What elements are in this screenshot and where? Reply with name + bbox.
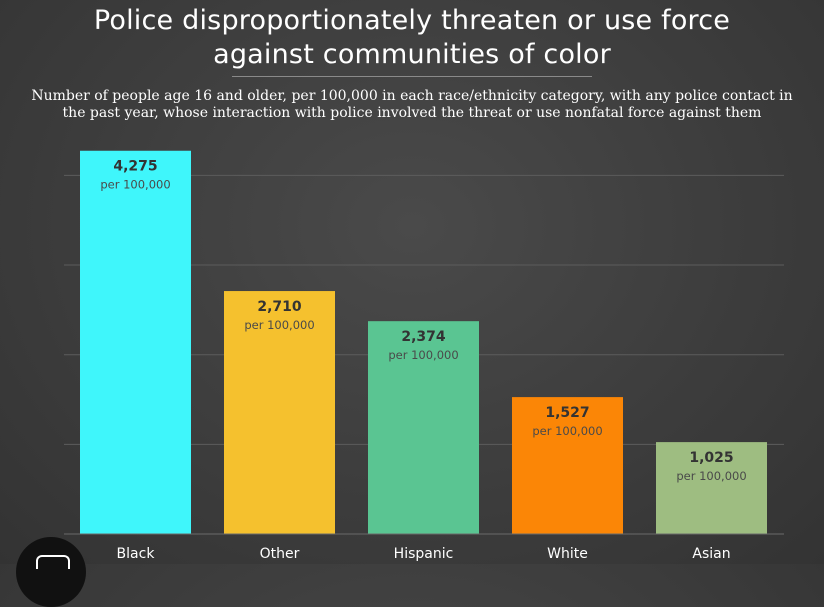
bar-hispanic <box>368 321 479 534</box>
camera-button[interactable] <box>16 537 86 607</box>
unit-label-other: per 100,000 <box>244 318 314 332</box>
unit-label-white: per 100,000 <box>532 424 602 438</box>
chart-title-line-1: Police disproportionately threaten or us… <box>93 5 731 36</box>
category-label-white: White <box>547 546 588 562</box>
bar-white <box>512 397 623 534</box>
bar-chart: 4,275 per 100,000 Black 2,710 per 100,000 Oth… <box>64 150 784 562</box>
chart-subtitle-line-1: Number of people age 16 and older, per 1… <box>31 88 793 104</box>
category-label-asian: Asian <box>692 546 730 562</box>
unit-label-black: per 100,000 <box>100 178 170 192</box>
data-label-white: 1,527 <box>545 405 589 421</box>
data-label-asian: 1,025 <box>689 450 733 466</box>
unit-label-hispanic: per 100,000 <box>388 348 458 362</box>
category-label-other: Other <box>260 546 300 562</box>
title-underline <box>232 76 592 77</box>
chart-subtitle-line-2: the past year, whose interaction with po… <box>62 105 762 121</box>
chart-title-line-2: against communities of color <box>213 39 611 70</box>
camera-icon <box>36 555 70 569</box>
bar-asian <box>656 442 767 534</box>
category-label-black: Black <box>117 546 156 562</box>
category-label-hispanic: Hispanic <box>394 546 454 562</box>
data-label-other: 2,710 <box>257 299 302 315</box>
data-label-black: 4,275 <box>113 159 157 175</box>
bar-black <box>80 150 191 534</box>
bar-other <box>224 291 335 534</box>
unit-label-asian: per 100,000 <box>676 469 746 483</box>
data-label-hispanic: 2,374 <box>401 329 446 345</box>
